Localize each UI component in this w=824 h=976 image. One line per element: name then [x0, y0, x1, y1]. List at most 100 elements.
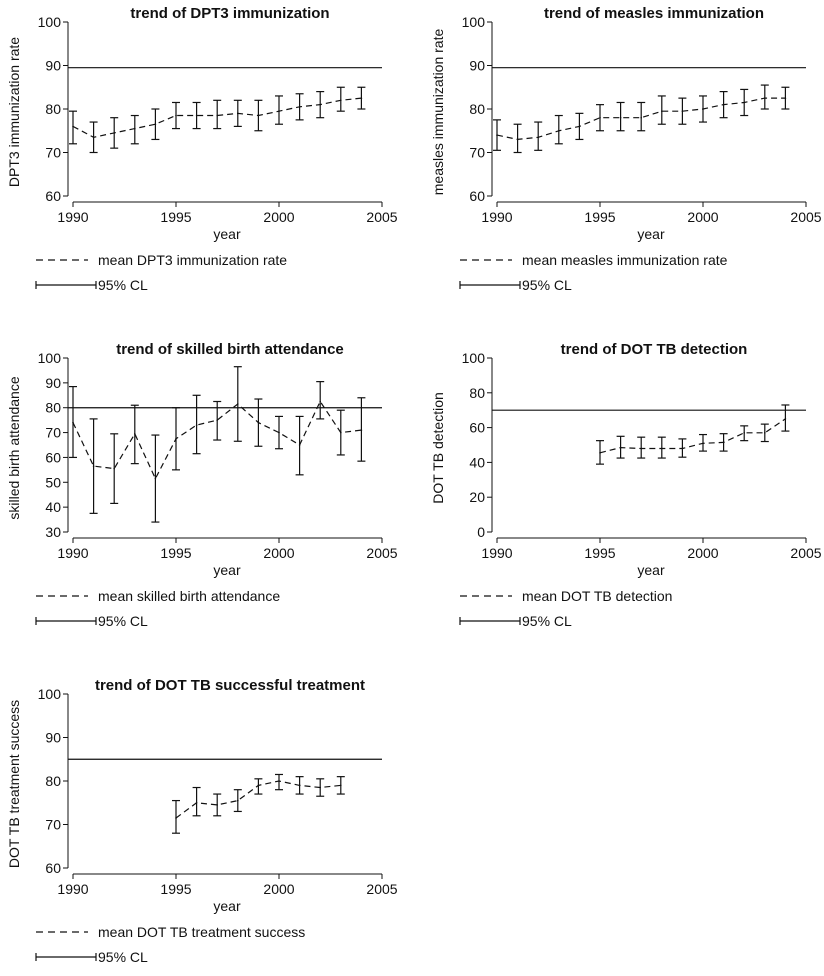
mean-point [298, 106, 301, 108]
y-tick-label: 60 [45, 188, 61, 204]
y-tick-label: 70 [469, 145, 485, 161]
mean-point [558, 129, 560, 132]
error-bar [616, 101, 625, 132]
mean-point [784, 418, 787, 420]
legend: mean DOT TB treatment success 95% CL [35, 924, 305, 965]
mean-point [702, 442, 704, 445]
legend-label-mean: mean measles immunization rate [522, 252, 728, 268]
mean-point [319, 103, 322, 106]
x-tick-label: 2000 [263, 881, 294, 897]
y-axis-label: measles immunization rate [430, 29, 446, 196]
y-tick-label: 60 [469, 188, 485, 204]
mean-point [340, 431, 342, 434]
error-bar [534, 121, 543, 151]
mean-point [298, 784, 301, 787]
x-tick-label: 2000 [687, 209, 718, 225]
mean-point [661, 110, 663, 112]
x-tick-label: 1990 [57, 545, 88, 561]
mean-point [319, 786, 322, 789]
legend-label-ci: 95% CL [98, 613, 148, 629]
legend-label-mean: mean DPT3 immunization rate [98, 252, 287, 268]
legend-label-ci: 95% CL [522, 613, 572, 629]
error-bar [657, 95, 666, 125]
error-bar [554, 114, 563, 145]
mean-point [681, 447, 684, 450]
mean-point [619, 116, 622, 119]
y-tick-label: 30 [45, 524, 61, 540]
mean-point [237, 112, 239, 115]
y-tick-label: 80 [469, 101, 485, 117]
legend-label-mean: mean DOT TB treatment success [98, 924, 305, 940]
mean-point [257, 421, 260, 424]
chart-panel-5: trend of DOT TB successful treatment 60 70… [6, 677, 398, 965]
mean-point [640, 116, 642, 119]
x-tick-label: 2000 [263, 545, 294, 561]
x-tick-label: 2005 [790, 545, 821, 561]
mean-point [722, 103, 725, 106]
error-bar [316, 381, 325, 420]
mean-point [340, 784, 342, 787]
y-tick-label: 60 [45, 860, 61, 876]
x-tick-label: 1990 [481, 209, 512, 225]
mean-point [278, 110, 280, 112]
legend-label-mean: mean skilled birth attendance [98, 588, 280, 604]
mean-point [681, 110, 684, 112]
error-bar [213, 99, 222, 130]
y-tick-label: 90 [45, 375, 61, 391]
error-bar [657, 436, 666, 459]
mean-point [134, 127, 136, 130]
y-axis-label: DOT TB treatment success [6, 700, 22, 868]
y-tick-label: 100 [462, 14, 486, 30]
mean-point [154, 123, 157, 126]
mean-point [195, 424, 198, 426]
mean-series-line [599, 418, 786, 454]
x-tick-label: 1995 [584, 545, 615, 561]
mean-point [661, 447, 663, 450]
mean-point [743, 101, 745, 104]
y-tick-label: 100 [462, 350, 486, 366]
legend-label-ci: 95% CL [522, 277, 572, 293]
mean-point [216, 419, 218, 421]
chart-panel-4: trend of DOT TB detection 0 20 40 60 80 100 199… [430, 341, 822, 629]
legend: mean measles immunization rate 95% CL [459, 252, 728, 293]
chart-title: trend of measles immunization [544, 5, 764, 22]
x-tick-label: 2005 [366, 209, 397, 225]
mean-point [92, 465, 95, 467]
mean-point [537, 136, 539, 139]
x-axis-label: year [213, 562, 241, 578]
chart-title: trend of DOT TB successful treatment [95, 677, 365, 694]
mean-point [360, 429, 363, 431]
mean-point [134, 433, 136, 435]
mean-point [237, 403, 239, 405]
error-bar [130, 114, 139, 145]
chart-title: trend of DOT TB detection [561, 341, 748, 358]
x-tick-label: 2005 [366, 881, 397, 897]
y-tick-label: 70 [45, 145, 61, 161]
legend: mean skilled birth attendance 95% CL [35, 588, 280, 629]
y-tick-label: 0 [477, 524, 485, 540]
y-tick-label: 50 [45, 474, 61, 490]
error-bar [275, 773, 283, 791]
x-tick-label: 1990 [57, 881, 88, 897]
y-axis-label: DOT TB detection [430, 392, 446, 504]
chart-panel-3: trend of skilled birth attendance 30 40 50 6… [6, 341, 398, 629]
error-bar [781, 404, 790, 432]
chart-panel-1: trend of DPT3 immunization 60 70 80 90 100 199… [6, 5, 398, 293]
mean-point [340, 99, 342, 102]
mean-point [257, 114, 260, 117]
y-tick-label: 100 [38, 350, 62, 366]
mean-point [496, 134, 498, 136]
mean-point [743, 432, 745, 434]
y-tick-label: 40 [45, 499, 61, 515]
y-tick-label: 40 [469, 454, 485, 470]
legend: mean DOT TB detection 95% CL [459, 588, 672, 629]
legend: mean DPT3 immunization rate 95% CL [35, 252, 287, 293]
mean-point [278, 431, 280, 434]
mean-point [216, 804, 218, 806]
mean-point [113, 467, 115, 470]
mean-point [764, 97, 766, 99]
mean-point [360, 97, 363, 99]
mean-point [72, 125, 74, 128]
mean-point [599, 116, 601, 119]
y-tick-label: 80 [45, 773, 61, 789]
